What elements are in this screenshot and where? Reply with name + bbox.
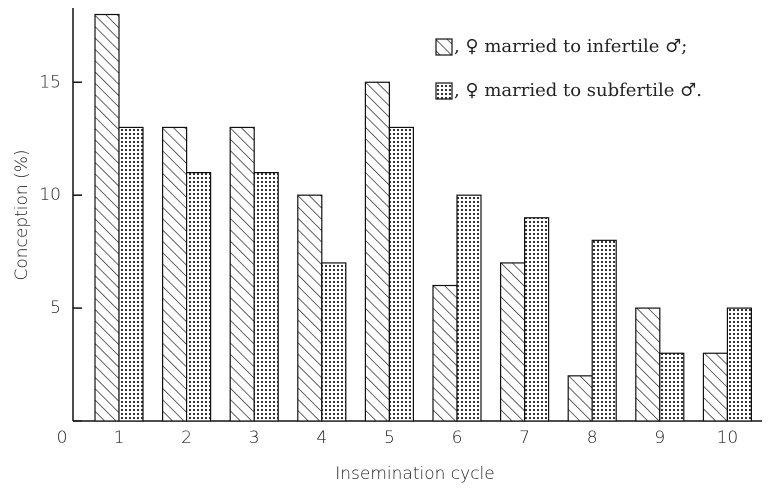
- x-tick-label: 2: [181, 428, 192, 448]
- bar: [726, 307, 753, 422]
- bar: [567, 375, 593, 422]
- legend-label: , ♀ married to infertile ♂;: [454, 36, 687, 57]
- bar: [364, 81, 390, 422]
- bar: [186, 171, 212, 422]
- bar: [253, 171, 279, 422]
- bar: [635, 307, 661, 422]
- bar: [162, 126, 188, 422]
- x-tick-label: 8: [587, 428, 598, 448]
- y-axis-label: Conception (%): [12, 149, 32, 280]
- bar: [229, 126, 255, 422]
- x-tick-label: 1: [114, 428, 125, 448]
- x-tick-label: 5: [384, 428, 395, 448]
- bar: [659, 352, 685, 422]
- bar: [702, 352, 729, 422]
- x-tick-label: 9: [654, 428, 665, 448]
- x-tick-label: 4: [316, 428, 327, 448]
- bar: [432, 284, 458, 422]
- bar: [297, 194, 323, 422]
- legend-swatch: [435, 38, 453, 56]
- bar: [500, 262, 526, 422]
- y-tick-label: 0: [57, 428, 68, 448]
- bar: [388, 126, 414, 422]
- bar: [591, 239, 617, 422]
- y-tick-label: 10: [39, 185, 61, 205]
- x-tick-label: 7: [519, 428, 530, 448]
- y-tick-label: 5: [50, 298, 61, 318]
- bar: [94, 13, 120, 422]
- x-tick-label: 3: [249, 428, 260, 448]
- y-tick-label: 15: [39, 72, 61, 92]
- bar: [523, 217, 550, 422]
- legend-label: , ♀ married to subfertile ♂.: [454, 80, 702, 101]
- x-tick-label: 6: [452, 428, 463, 448]
- bar: [456, 194, 482, 422]
- legend-swatch: [435, 82, 453, 100]
- bar: [118, 126, 144, 422]
- bar: [321, 262, 347, 422]
- x-tick-label: 10: [717, 428, 739, 448]
- x-axis-label: Insemination cycle: [335, 464, 494, 484]
